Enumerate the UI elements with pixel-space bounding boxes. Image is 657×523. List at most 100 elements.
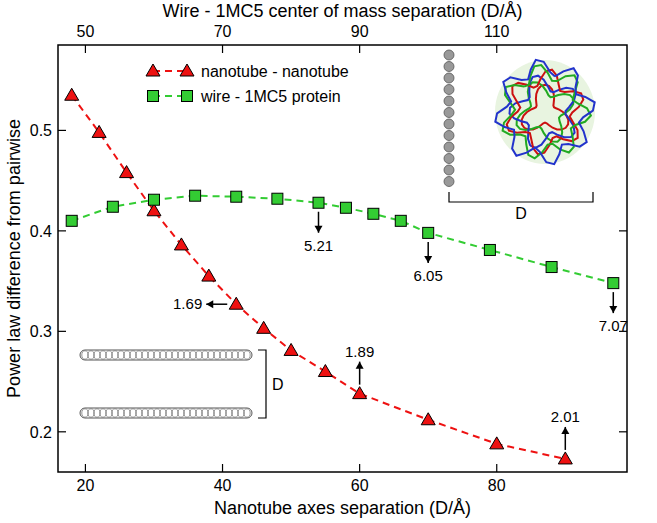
protein-chain <box>495 60 594 164</box>
nanotube-ring <box>160 409 166 417</box>
nanotube-ring <box>226 409 232 417</box>
annotation-label: 1.89 <box>345 343 374 360</box>
insets: DD <box>80 50 595 418</box>
nanotube-ring <box>88 351 94 359</box>
legend-marker <box>182 91 193 102</box>
data-point <box>272 193 283 204</box>
wire-bead <box>444 154 454 164</box>
nanotube-ring <box>94 351 100 359</box>
nanotube-ring <box>100 409 106 417</box>
legend-marker <box>148 91 159 102</box>
nanotube-ring <box>208 351 214 359</box>
nanotube-ring <box>148 409 154 417</box>
x-tick <box>496 464 497 472</box>
y-tick <box>58 230 66 231</box>
nanotube-ring <box>130 409 136 417</box>
x2-tick <box>85 45 86 53</box>
data-point <box>484 244 495 255</box>
nanotube-ring <box>196 351 202 359</box>
nanotube-ring <box>136 409 142 417</box>
nanotube-ring <box>130 351 136 359</box>
y-tick-label: 0.3 <box>30 323 52 340</box>
data-point <box>284 343 298 355</box>
x-tick-label: 40 <box>214 477 232 494</box>
nanotube-ring <box>220 351 226 359</box>
data-point <box>148 194 159 205</box>
nanotube-ring <box>100 351 106 359</box>
nanotube-ring <box>220 409 226 417</box>
nanotube-ring <box>124 409 130 417</box>
nanotube <box>80 408 252 418</box>
annotation-arrowhead <box>315 226 323 233</box>
data-point <box>423 227 434 238</box>
legend: nanotube - nanotube wire - 1MC5 protein <box>146 63 349 105</box>
x2-tick-label: 70 <box>214 23 232 40</box>
nanotube-ring <box>226 351 232 359</box>
legend-marker <box>146 64 160 76</box>
nanotube-ring <box>190 351 196 359</box>
nanotube-ring <box>112 351 118 359</box>
nanotube-ring <box>124 351 130 359</box>
x-tick-label: 20 <box>77 477 95 494</box>
series-group <box>65 88 619 464</box>
y-tick-label: 0.4 <box>30 223 52 240</box>
nanotube-ring <box>136 351 142 359</box>
data-point <box>490 437 504 449</box>
nanotube-ring <box>154 351 160 359</box>
x2-tick <box>496 45 497 53</box>
nanotube <box>80 350 252 360</box>
data-point <box>66 215 77 226</box>
annotation-label: 5.21 <box>304 237 333 254</box>
x-tick-label: 80 <box>488 477 506 494</box>
annotation-arrowhead <box>609 306 617 313</box>
nanotube-ring <box>118 351 124 359</box>
inset-bracket <box>449 192 593 202</box>
x-axis-title: Nanotube axes separation (D/Å) <box>214 498 471 518</box>
data-point <box>421 413 435 425</box>
chart: DD0.20.30.40.520406080507090110Nanotube … <box>0 0 657 523</box>
nanotube-ring <box>154 409 160 417</box>
series-line <box>72 196 614 283</box>
nanotube-ring <box>196 409 202 417</box>
annotation-label: 2.01 <box>551 408 580 425</box>
data-point <box>368 208 379 219</box>
data-point <box>107 201 118 212</box>
protein-chain <box>507 70 584 155</box>
x-tick-label: 60 <box>351 477 369 494</box>
wire-bead <box>444 142 454 152</box>
nanotube-ring <box>112 409 118 417</box>
wire-bead <box>444 177 454 187</box>
nanotube-ring <box>214 409 220 417</box>
nanotube-ring <box>202 409 208 417</box>
data-point <box>257 321 271 333</box>
nanotube-ring <box>106 409 112 417</box>
nanotube-ring <box>172 409 178 417</box>
nanotube-ring <box>82 409 88 417</box>
data-point <box>202 269 216 281</box>
nanotube-ring <box>88 409 94 417</box>
y-tick <box>58 431 66 432</box>
nanotube-ring <box>166 409 172 417</box>
inset-label: D <box>515 205 527 222</box>
data-point <box>353 387 367 399</box>
data-point <box>546 262 557 273</box>
nanotube-ring <box>148 351 154 359</box>
data-point <box>229 297 243 309</box>
y-tick <box>58 130 66 131</box>
nanotube-ring <box>244 409 250 417</box>
nanotube-ring <box>160 351 166 359</box>
nanotube-ring <box>172 351 178 359</box>
nanotube-ring <box>238 351 244 359</box>
x2-tick-label: 90 <box>351 23 369 40</box>
legend-label: wire - 1MC5 protein <box>200 88 341 105</box>
x-tick <box>222 464 223 472</box>
protein <box>495 60 595 164</box>
series-line <box>72 95 566 459</box>
nanotube-ring <box>106 351 112 359</box>
annotation-label: 7.07 <box>599 317 628 334</box>
annotation-arrowhead <box>424 256 432 263</box>
legend-label: nanotube - nanotube <box>201 63 349 80</box>
nanotube-ring <box>232 409 238 417</box>
wire-bead <box>444 119 454 129</box>
data-point <box>608 278 619 289</box>
